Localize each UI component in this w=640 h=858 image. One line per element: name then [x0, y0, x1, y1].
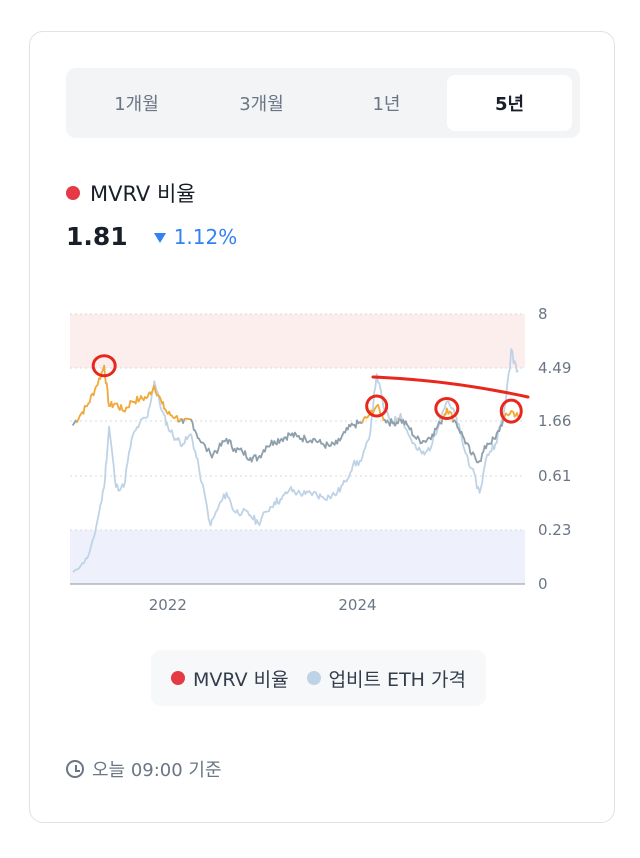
- mvrv-line-segment: [468, 445, 472, 454]
- y-tick-label: 8: [538, 305, 548, 323]
- timestamp-text: 오늘 09:00 기준: [92, 760, 222, 781]
- chart-legend: MVRV 비율 업비트 ETH 가격: [151, 650, 486, 706]
- mvrv-line-segment: [96, 377, 100, 386]
- mvrv-line-segment: [498, 424, 502, 432]
- y-tick-label: 0: [538, 575, 548, 593]
- tab-3-months[interactable]: 3개월: [239, 94, 284, 115]
- annotation-trend-line: [371, 375, 530, 399]
- x-tick-label: 2024: [338, 596, 376, 614]
- timestamp-footer: 오늘 09:00 기준: [66, 756, 222, 782]
- mvrv-line-segment: [176, 415, 180, 423]
- legend-item-mvrv[interactable]: MVRV 비율: [171, 665, 289, 692]
- x-tick-label: 2022: [149, 596, 187, 614]
- y-tick-label: 0.23: [538, 521, 571, 539]
- change-percent: 1.12%: [173, 224, 238, 249]
- legend-label-mvrv: MVRV 비율: [193, 668, 289, 691]
- mvrv-line-segment: [103, 364, 106, 377]
- period-tabs: 1개월 3개월 1년 5년: [66, 68, 580, 138]
- tab-1-year[interactable]: 1년: [372, 94, 401, 115]
- metric-title: MVRV 비율: [66, 178, 196, 208]
- tab-1-month[interactable]: 1개월: [114, 94, 159, 115]
- mvrv-line-segment: [153, 385, 157, 393]
- metric-change: 1.12%: [153, 224, 238, 249]
- light-blue-dot-icon: [306, 671, 321, 685]
- mvrv-line-segment: [191, 421, 195, 431]
- overvalued-band: [70, 314, 525, 368]
- mvrv-line-segment: [500, 418, 505, 427]
- y-tick-label: 0.61: [538, 467, 571, 485]
- metric-label: MVRV 비율: [90, 182, 196, 206]
- mvrv-line-segment: [286, 432, 290, 441]
- metric-value: 1.81: [66, 222, 128, 251]
- mvrv-line-segment: [162, 401, 165, 410]
- clock-icon: [66, 760, 84, 778]
- y-tick-label: 4.49: [538, 359, 571, 377]
- metric-value-row: 1.81 1.12%: [66, 222, 237, 251]
- annotation-circle: [434, 396, 460, 420]
- mvrv-line-segment: [410, 427, 414, 437]
- mvrv-line-segment: [88, 394, 92, 404]
- eth-price-line: [72, 348, 519, 573]
- mvrv-line-segment: [82, 405, 86, 415]
- mvrv-line-segment: [494, 432, 498, 440]
- mvrv-line-segment: [244, 450, 248, 459]
- red-dot-icon: [171, 671, 186, 685]
- mvrv-line-segment: [105, 382, 109, 391]
- mvrv-line-segment: [229, 439, 233, 449]
- mvrv-line-segment: [515, 412, 519, 418]
- mvrv-line-segment: [263, 445, 268, 453]
- undervalued-band: [70, 530, 525, 584]
- legend-label-eth: 업비트 ETH 가격: [328, 668, 466, 691]
- mvrv-line-segment: [432, 427, 436, 437]
- down-triangle-icon: [153, 232, 166, 243]
- mvrv-chart: 8 4.49 1.66 0.61 0.23 0 2022 2024: [70, 305, 571, 614]
- mvrv-line-segment: [106, 388, 110, 404]
- mvrv-line-segment: [490, 436, 494, 445]
- legend-item-eth[interactable]: 업비트 ETH 가격: [306, 665, 466, 692]
- mvrv-line-segment: [128, 400, 132, 409]
- annotation-circle: [365, 394, 389, 418]
- y-tick-label: 1.66: [538, 412, 571, 430]
- mvrv-line-segment: [92, 388, 96, 397]
- annotation-circle: [91, 354, 117, 378]
- mvrv-line-segment: [479, 452, 484, 463]
- annotation-circle: [499, 398, 523, 424]
- mvrv-line-segment: [207, 447, 212, 456]
- tab-5-years[interactable]: 5년: [447, 75, 572, 131]
- red-dot-icon: [66, 186, 80, 200]
